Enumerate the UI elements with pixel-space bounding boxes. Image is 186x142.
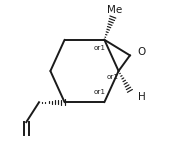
Text: O: O xyxy=(138,47,146,57)
Text: H: H xyxy=(138,92,145,102)
Text: or1: or1 xyxy=(94,45,106,51)
Text: Me: Me xyxy=(107,5,122,15)
Text: or1: or1 xyxy=(94,89,106,95)
Text: or1: or1 xyxy=(107,74,118,80)
